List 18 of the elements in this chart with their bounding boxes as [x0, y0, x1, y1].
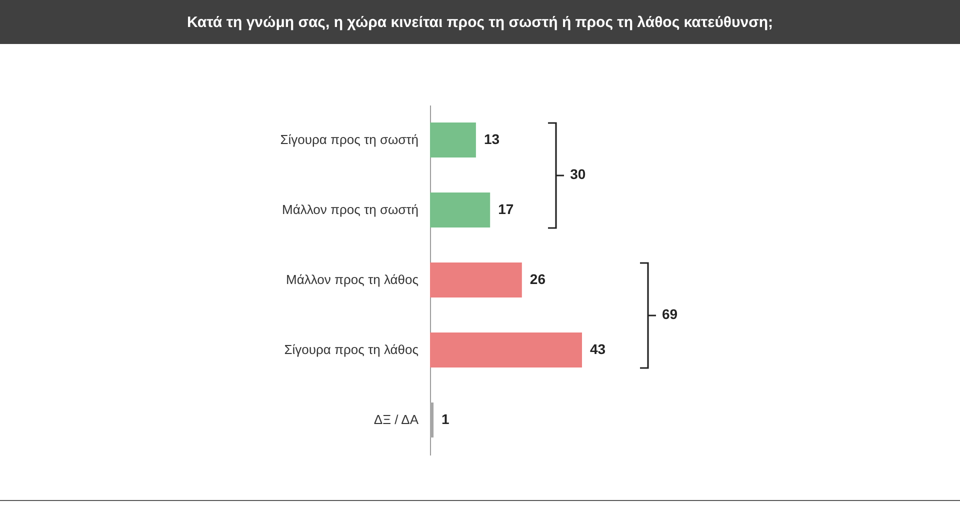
bar: [430, 332, 582, 368]
text: 69: [662, 306, 678, 322]
y-tick-label: ΔΞ / ΔΑ: [374, 412, 419, 427]
y-tick-label: Σίγουρα προς τη σωστή: [280, 132, 418, 147]
data-label: 1: [442, 411, 450, 427]
chart-title: Κατά τη γνώμη σας, η χώρα κινείται προς τη σωστή ή προς τη λάθος κατεύθυνση;: [0, 0, 960, 44]
y-tick-label: Σίγουρα προς τη λάθος: [284, 342, 418, 357]
data-label: 13: [484, 131, 500, 147]
bar: [430, 122, 476, 158]
bar: [430, 402, 434, 438]
annotation: 30: [570, 166, 586, 182]
data-label: 17: [498, 201, 514, 217]
bar: [430, 192, 490, 228]
y-tick-label: Μάλλον προς τη σωστή: [282, 202, 418, 217]
data-label: 26: [530, 271, 546, 287]
bar: [430, 262, 522, 298]
y-tick-label: Μάλλον προς τη λάθος: [286, 272, 418, 287]
data-label: 43: [590, 341, 606, 357]
